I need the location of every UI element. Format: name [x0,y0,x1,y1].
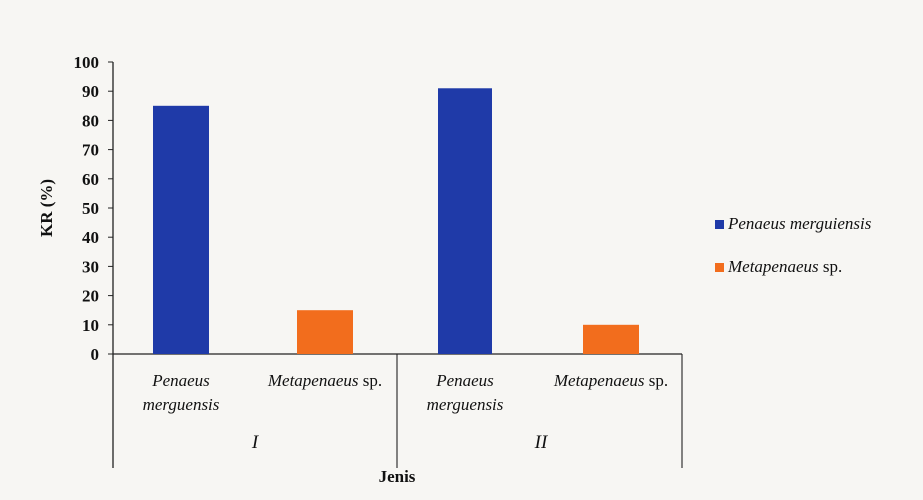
category-label: Metapenaeus sp. [553,371,668,390]
category-label: merguensis [143,395,220,414]
y-tick-label: 50 [82,199,99,218]
category-label: merguensis [427,395,504,414]
bar [438,88,492,354]
legend-swatch [715,220,724,229]
bar [583,324,639,354]
y-axis-title: KR (%) [37,179,56,237]
y-tick-label: 60 [82,170,99,189]
category-label: Penaeus [151,371,210,390]
y-tick-label: 100 [74,53,100,72]
group-labels: I II [251,432,549,453]
category-label: Penaeus [435,371,494,390]
y-tick-label: 70 [82,141,99,160]
legend-label: Metapenaeus sp. [727,257,842,276]
x-axis-title: Jenis [379,467,416,486]
legend-swatch [715,263,724,272]
bar [297,310,353,354]
group-label: I [251,432,260,453]
group-label: II [534,432,549,453]
y-tick-label: 20 [82,287,99,306]
bar [153,105,209,354]
chart-legend: Penaeus merguiensis Metapenaeus sp. [715,214,872,276]
category-labels: Penaeus merguensis Metapenaeus sp. Penaeus m… [143,371,669,414]
y-tick-label: 40 [82,228,99,247]
y-tick-label: 30 [82,257,99,276]
y-tick-label: 80 [82,111,99,130]
y-tick-label: 10 [82,316,99,335]
legend-label: Penaeus merguiensis [727,214,872,233]
y-tick-label: 90 [82,82,99,101]
y-tick-label: 0 [91,345,100,364]
category-label: Metapenaeus sp. [267,371,382,390]
chart-bars [153,88,639,354]
y-axis-ticks: 0 10 20 30 40 50 60 70 80 90 100 [74,53,113,364]
